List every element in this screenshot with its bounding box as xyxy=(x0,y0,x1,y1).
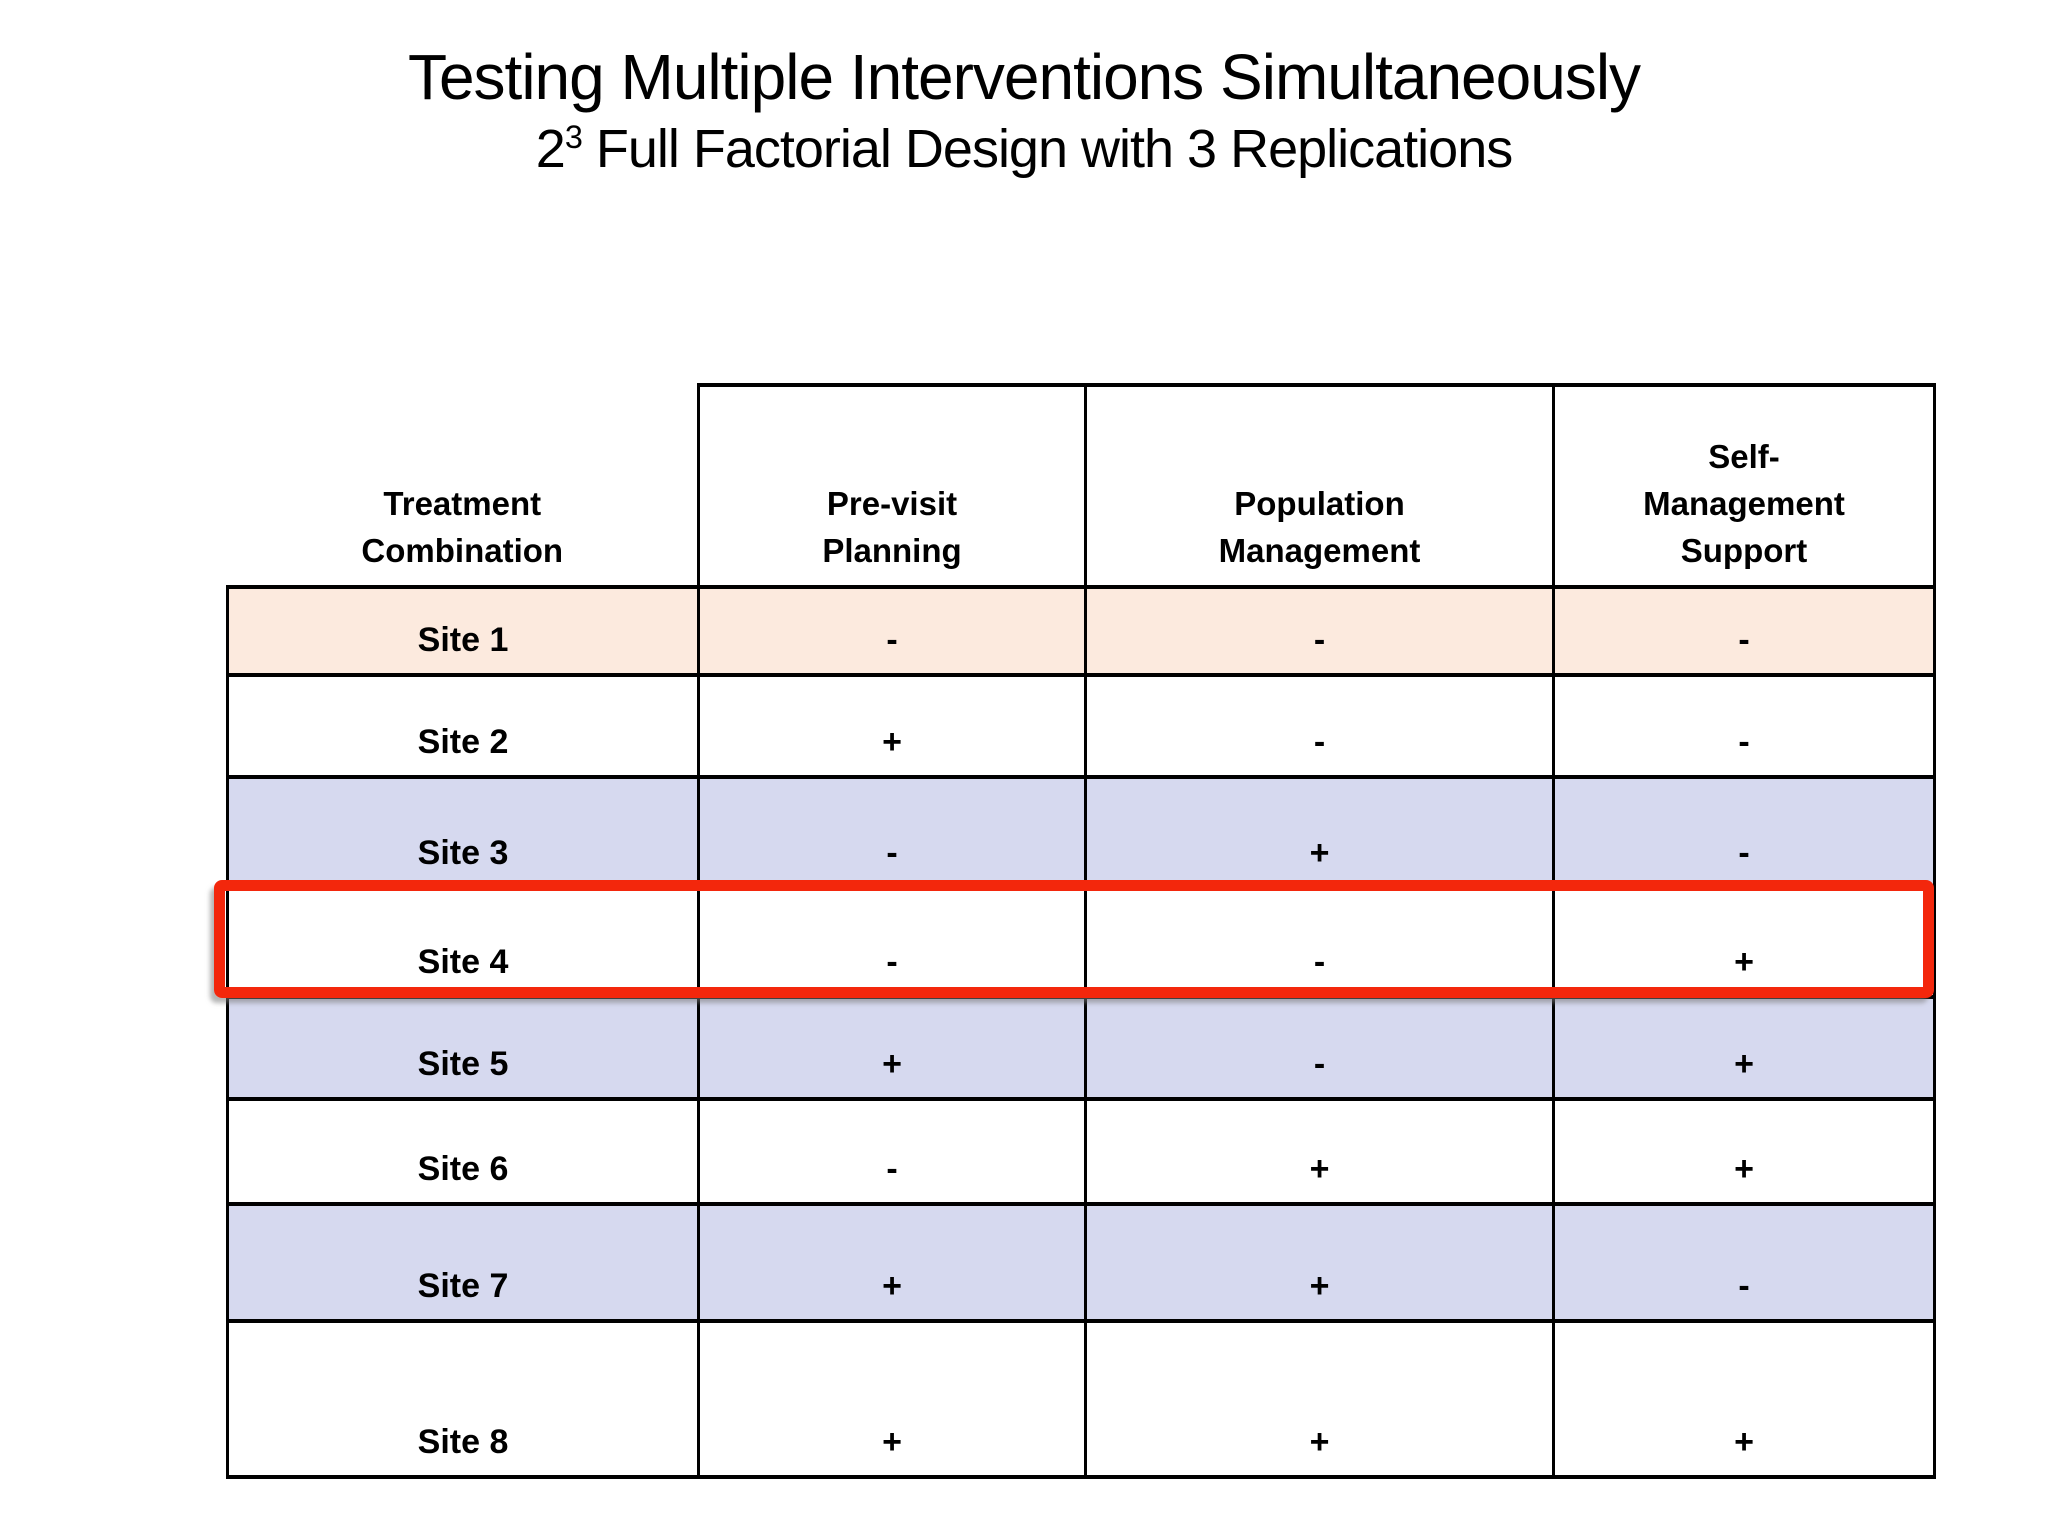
cell-value: - xyxy=(697,775,1087,890)
column-header-pre-visit-planning: Pre-visit Planning xyxy=(697,383,1087,589)
cell-value: + xyxy=(1084,1097,1555,1206)
cell-value: + xyxy=(697,995,1087,1101)
column-header-population-management: Population Management xyxy=(1084,383,1555,589)
cell-value: - xyxy=(697,886,1087,999)
subtitle-rest: Full Factorial Design with 3 Replication… xyxy=(581,119,1513,179)
table-row-site-5: Site 5 + - + xyxy=(226,995,1936,1101)
cell-value: + xyxy=(1084,775,1555,890)
row-label: Site 6 xyxy=(226,1097,700,1206)
cell-value: - xyxy=(1084,673,1555,779)
cell-value: + xyxy=(1552,1319,1936,1479)
cell-value: - xyxy=(1084,995,1555,1101)
cell-value: - xyxy=(1552,585,1936,677)
table-row-site-8: Site 8 + + + xyxy=(226,1319,1936,1479)
table-row-site-4-highlighted: Site 4 - - + xyxy=(226,886,1936,999)
row-label: Site 4 xyxy=(226,886,700,999)
cell-value: + xyxy=(697,673,1087,779)
subtitle-base: 2 xyxy=(535,119,566,179)
cell-value: + xyxy=(1084,1319,1555,1479)
row-label: Site 3 xyxy=(226,775,700,890)
cell-value: + xyxy=(697,1202,1087,1323)
column-header-self-management-support: Self- Management Support xyxy=(1552,383,1936,589)
subtitle-exponent: 3 xyxy=(564,119,583,155)
cell-value: + xyxy=(1084,1202,1555,1323)
row-label: Site 1 xyxy=(226,585,700,677)
cell-value: + xyxy=(697,1319,1087,1479)
table-row-site-1: Site 1 - - - xyxy=(226,585,1936,677)
table-row-site-7: Site 7 + + - xyxy=(226,1202,1936,1323)
cell-value: - xyxy=(1552,1202,1936,1323)
table-row-site-6: Site 6 - + + xyxy=(226,1097,1936,1206)
slide-subtitle: 23 Full Factorial Design with 3 Replicat… xyxy=(0,119,2048,179)
row-label: Site 8 xyxy=(226,1319,700,1479)
row-label: Site 7 xyxy=(226,1202,700,1323)
header-row: Treatment Combination Pre-visit Planning… xyxy=(227,383,1936,589)
column-header-treatment-combination: Treatment Combination xyxy=(227,385,700,589)
cell-value: - xyxy=(1084,886,1555,999)
row-label: Site 2 xyxy=(226,673,700,779)
cell-value: + xyxy=(1552,886,1936,999)
factorial-design-table: Treatment Combination Pre-visit Planning… xyxy=(226,383,1936,1479)
table-row-site-2: Site 2 + - - xyxy=(226,673,1936,779)
cell-value: + xyxy=(1552,1097,1936,1206)
row-label: Site 5 xyxy=(226,995,700,1101)
factorial-table-container: Treatment Combination Pre-visit Planning… xyxy=(226,383,1936,1479)
cell-value: - xyxy=(1084,585,1555,677)
cell-value: - xyxy=(1552,775,1936,890)
cell-value: + xyxy=(1552,995,1936,1101)
table-row-site-3: Site 3 - + - xyxy=(226,775,1936,890)
cell-value: - xyxy=(697,585,1087,677)
slide-title: Testing Multiple Interventions Simultane… xyxy=(407,41,1641,113)
cell-value: - xyxy=(1552,673,1936,779)
cell-value: - xyxy=(697,1097,1087,1206)
